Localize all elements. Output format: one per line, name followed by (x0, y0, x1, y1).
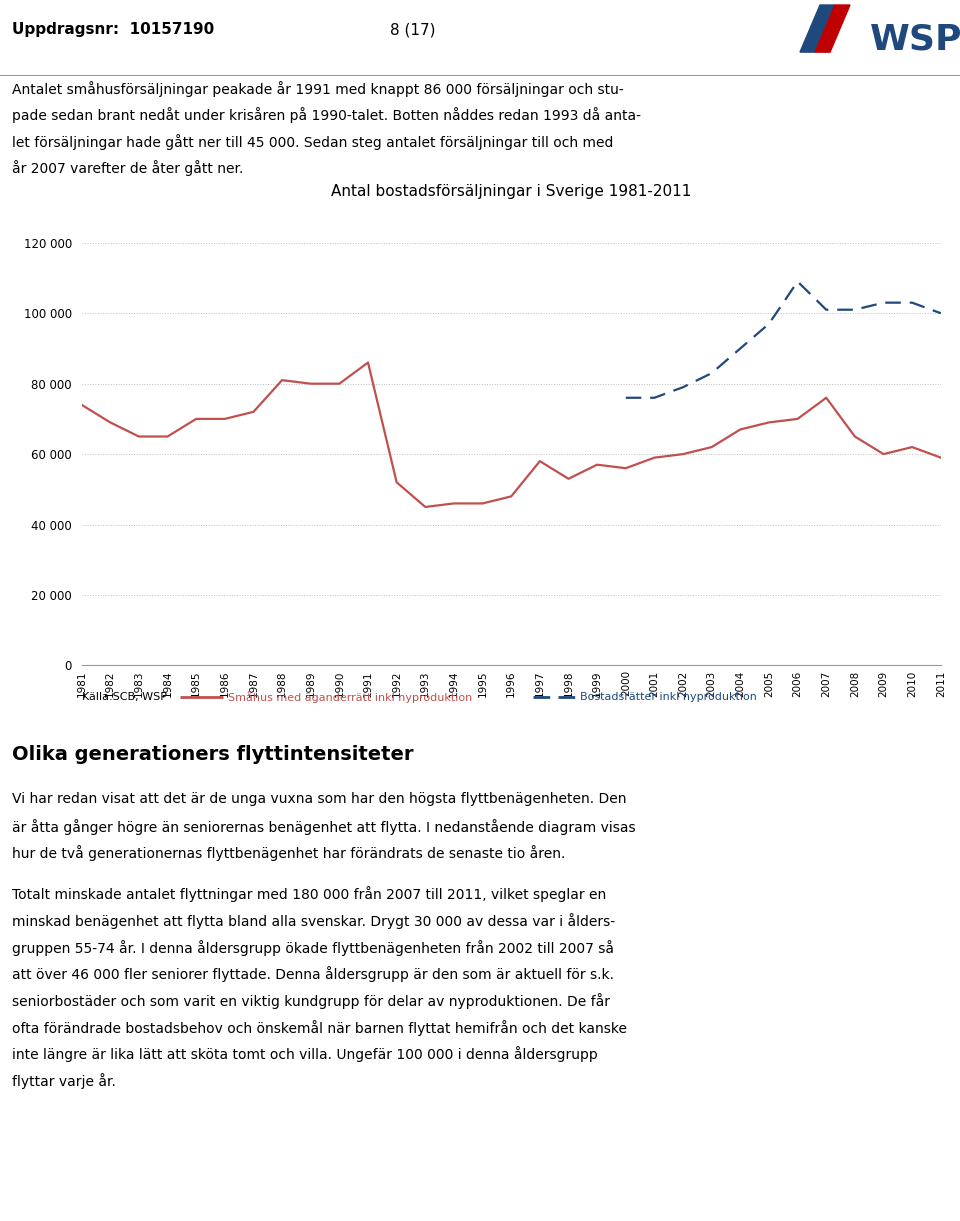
Polygon shape (815, 5, 850, 53)
Text: Olika generationers flyttintensiteter: Olika generationers flyttintensiteter (12, 745, 413, 763)
Text: pade sedan brant nedåt under krisåren på 1990-talet. Botten nåddes redan 1993 då: pade sedan brant nedåt under krisåren på… (12, 107, 640, 123)
Text: att över 46 000 fler seniorer flyttade. Denna åldersgrupp är den som är aktuell : att över 46 000 fler seniorer flyttade. … (12, 966, 613, 983)
Text: let försäljningar hade gått ner till 45 000. Sedan steg antalet försäljningar ti: let försäljningar hade gått ner till 45 … (12, 133, 612, 149)
Text: hur de två generationernas flyttbenägenhet har förändrats de senaste tio åren.: hur de två generationernas flyttbenägenh… (12, 845, 564, 861)
Text: Totalt minskade antalet flyttningar med 180 000 från 2007 till 2011, vilket speg: Totalt minskade antalet flyttningar med … (12, 886, 606, 902)
Text: Källa:SCB, WSP: Källa:SCB, WSP (82, 692, 167, 702)
Text: är åtta gånger högre än seniorernas benägenhet att flytta. I nedanstående diagra: är åtta gånger högre än seniorernas benä… (12, 819, 636, 835)
Text: minskad benägenhet att flytta bland alla svenskar. Drygt 30 000 av dessa var i å: minskad benägenhet att flytta bland alla… (12, 913, 614, 929)
Text: gruppen 55-74 år. I denna åldersgrupp ökade flyttbenägenheten från 2002 till 200: gruppen 55-74 år. I denna åldersgrupp ök… (12, 940, 613, 956)
Text: seniorbostäder och som varit en viktig kundgrupp för delar av nyproduktionen. De: seniorbostäder och som varit en viktig k… (12, 993, 610, 1009)
Text: inte längre är lika lätt att sköta tomt och villa. Ungefär 100 000 i denna ålder: inte längre är lika lätt att sköta tomt … (12, 1046, 597, 1062)
Title: Antal bostadsförsäljningar i Sverige 1981-2011: Antal bostadsförsäljningar i Sverige 198… (331, 184, 691, 199)
Text: 8 (17): 8 (17) (390, 22, 436, 37)
Text: Uppdragsnr:  10157190: Uppdragsnr: 10157190 (12, 22, 214, 37)
Text: Vi har redan visat att det är de unga vuxna som har den högsta flyttbenägenheten: Vi har redan visat att det är de unga vu… (12, 792, 626, 806)
Text: Bostadsrätter inkl nyproduktion: Bostadsrätter inkl nyproduktion (580, 692, 756, 702)
Text: WSP: WSP (870, 22, 960, 56)
Text: ofta förändrade bostadsbehov och önskemål när barnen flyttat hemifrån och det ka: ofta förändrade bostadsbehov och önskemå… (12, 1020, 627, 1035)
Text: år 2007 varefter de åter gått ner.: år 2007 varefter de åter gått ner. (12, 160, 243, 176)
Polygon shape (800, 5, 835, 53)
Text: flyttar varje år.: flyttar varje år. (12, 1073, 115, 1089)
Text: Småhus med äganderrätt inkl nyproduktion: Småhus med äganderrätt inkl nyproduktion (228, 691, 472, 703)
Text: Antalet småhusförsäljningar peakade år 1991 med knappt 86 000 försäljningar och : Antalet småhusförsäljningar peakade år 1… (12, 82, 623, 98)
